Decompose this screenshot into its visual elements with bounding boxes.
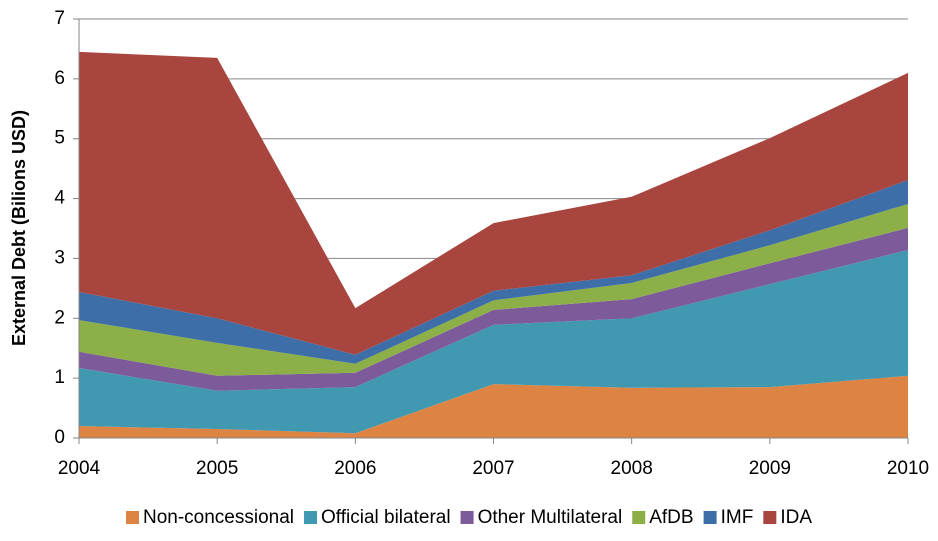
legend-swatch [763, 511, 777, 524]
area [79, 51, 908, 355]
y-axis-label: External Debt (Bilions USD) [9, 110, 29, 346]
area [79, 203, 908, 376]
y-tick-label: 2 [54, 307, 65, 328]
x-tick-label: 2009 [749, 458, 791, 479]
y-tick-label: 4 [54, 188, 65, 209]
y-tick-label: 6 [54, 68, 65, 89]
y-tick-label: 3 [54, 247, 65, 268]
y-tick-label: 1 [54, 367, 65, 388]
area [79, 375, 908, 438]
area [79, 250, 908, 434]
x-tick-label: 2006 [334, 458, 376, 479]
legend-label: AfDB [649, 507, 693, 528]
legend-label: Other Multilateral [478, 507, 623, 528]
x-tick-label: 2005 [196, 458, 238, 479]
legend-swatch [460, 511, 474, 524]
x-tick-label: 2004 [58, 458, 101, 479]
y-tick-label: 7 [54, 8, 65, 29]
x-tick-label: 2010 [887, 458, 929, 479]
y-tick-label: 0 [54, 427, 65, 448]
x-tick-label: 2008 [611, 458, 653, 479]
area [79, 227, 908, 391]
legend-swatch [632, 511, 646, 524]
legend-swatch [703, 511, 717, 524]
legend-swatch [304, 511, 318, 524]
x-tick-label: 2007 [472, 458, 514, 479]
legend-label: IMF [721, 507, 754, 528]
legend-swatch [125, 511, 139, 524]
y-tick-label: 5 [54, 128, 65, 149]
legend-label: Official bilateral [321, 507, 451, 528]
legend-label: IDA [780, 507, 812, 528]
legend-label: Non-concessional [143, 507, 294, 528]
